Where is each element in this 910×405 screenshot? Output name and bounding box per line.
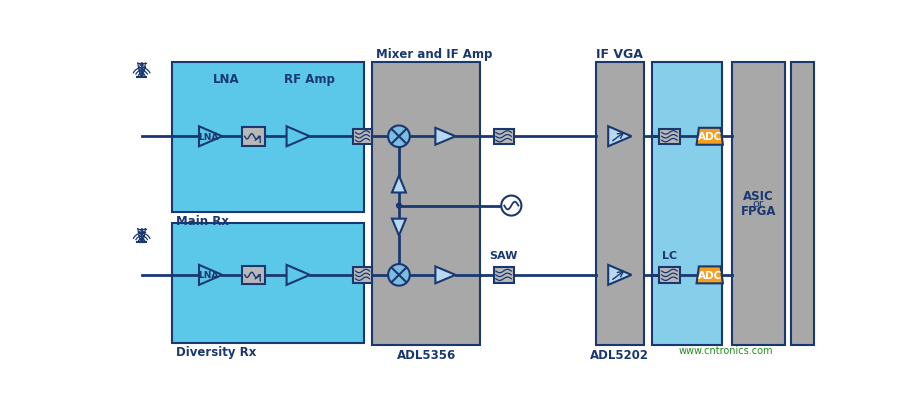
- Text: ADC: ADC: [698, 270, 722, 280]
- Polygon shape: [199, 127, 222, 147]
- Text: LC: LC: [662, 250, 677, 260]
- FancyBboxPatch shape: [652, 62, 723, 345]
- Text: LNA: LNA: [198, 271, 218, 280]
- Polygon shape: [608, 127, 632, 147]
- FancyBboxPatch shape: [596, 62, 644, 345]
- Text: Main Rx: Main Rx: [176, 215, 228, 228]
- Circle shape: [388, 126, 410, 148]
- Text: ASIC: ASIC: [743, 190, 773, 202]
- FancyBboxPatch shape: [791, 62, 814, 345]
- Text: IF VGA: IF VGA: [596, 48, 643, 61]
- Polygon shape: [199, 265, 222, 285]
- FancyBboxPatch shape: [493, 129, 513, 145]
- Text: Diversity Rx: Diversity Rx: [176, 345, 256, 358]
- Text: ADC: ADC: [698, 132, 722, 142]
- Text: www.cntronics.com: www.cntronics.com: [679, 345, 774, 355]
- Polygon shape: [435, 267, 456, 284]
- Polygon shape: [608, 265, 632, 285]
- Circle shape: [388, 264, 410, 286]
- FancyBboxPatch shape: [372, 62, 480, 345]
- FancyBboxPatch shape: [353, 268, 372, 283]
- FancyBboxPatch shape: [733, 62, 785, 345]
- FancyBboxPatch shape: [242, 128, 265, 146]
- Text: SAW: SAW: [490, 250, 518, 260]
- FancyBboxPatch shape: [172, 62, 364, 212]
- FancyBboxPatch shape: [353, 129, 372, 145]
- Polygon shape: [392, 219, 406, 236]
- Text: LNA: LNA: [198, 132, 218, 141]
- Text: ADL5202: ADL5202: [591, 348, 650, 361]
- Polygon shape: [696, 128, 723, 145]
- FancyBboxPatch shape: [172, 224, 364, 343]
- FancyBboxPatch shape: [660, 129, 680, 145]
- Polygon shape: [287, 127, 309, 147]
- Polygon shape: [392, 176, 406, 193]
- Text: LNA: LNA: [213, 73, 239, 86]
- Text: FPGA: FPGA: [741, 205, 776, 218]
- Polygon shape: [435, 128, 456, 145]
- FancyBboxPatch shape: [660, 268, 680, 283]
- FancyBboxPatch shape: [242, 266, 265, 284]
- Text: ADL5356: ADL5356: [397, 348, 456, 361]
- FancyBboxPatch shape: [493, 268, 513, 283]
- Text: or: or: [753, 199, 764, 209]
- Circle shape: [396, 203, 402, 209]
- Circle shape: [501, 196, 521, 216]
- Text: RF Amp: RF Amp: [285, 73, 335, 86]
- Polygon shape: [696, 267, 723, 284]
- Polygon shape: [287, 265, 309, 285]
- Text: Mixer and IF Amp: Mixer and IF Amp: [376, 48, 492, 61]
